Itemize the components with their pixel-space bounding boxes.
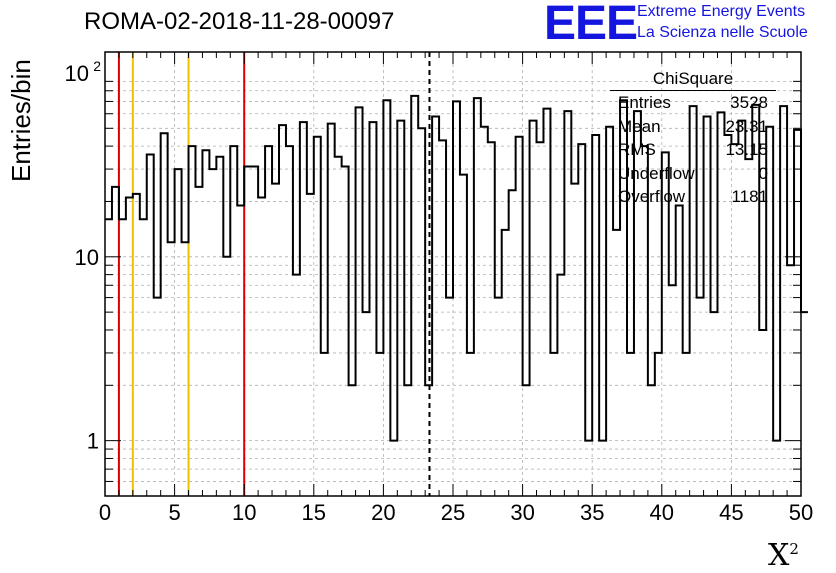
histogram-outline [105, 94, 808, 442]
y-tick-label: 1 [87, 429, 99, 454]
stats-row: Entries 3528 [610, 91, 776, 115]
stats-row: RMS 13.15 [610, 138, 776, 162]
x-tick-label: 35 [580, 500, 604, 525]
y-axis-label: Entries/bin [6, 59, 36, 182]
stats-row: Overflow 1181 [610, 185, 776, 209]
x-tick-label: 20 [371, 500, 395, 525]
x-tick-label: 10 [232, 500, 256, 525]
stats-box: ChiSquare Entries 3528 Mean 23.31 RMS 13.15… [610, 68, 776, 209]
y-tick-label: 10 [75, 245, 99, 270]
x-tick-label: 45 [719, 500, 743, 525]
x-tick-label: 50 [789, 500, 813, 525]
stats-label: Underflow [618, 163, 695, 183]
x-tick-label: 15 [302, 500, 326, 525]
eee-tagline-1: Extreme Energy Events [637, 3, 806, 20]
x-axis-label: X2 [768, 538, 799, 573]
x-tick-label: 5 [168, 500, 180, 525]
x-tick-label: 30 [510, 500, 534, 525]
x-tick-label: 25 [441, 500, 465, 525]
x-tick-label: 0 [99, 500, 111, 525]
stats-value: 23.31 [725, 116, 768, 136]
stats-row: Underflow 0 [610, 162, 776, 186]
stats-title: ChiSquare [610, 68, 776, 91]
stats-row: Mean 23.31 [610, 115, 776, 139]
stats-value: 1181 [731, 187, 768, 206]
stats-value: 13.15 [725, 140, 768, 159]
eee-logo: EEE [544, 0, 638, 50]
stats-label: Entries [618, 93, 671, 112]
run-title: ROMA-02-2018-11-28-00097 [84, 8, 395, 35]
stats-value: 0 [758, 163, 768, 183]
stats-label: Overflow [618, 187, 686, 206]
y-tick-label: 10 [65, 61, 89, 86]
x-tick-label: 40 [650, 500, 674, 525]
stats-label: Mean [618, 116, 661, 136]
x-axis-label-exponent: 2 [789, 540, 799, 558]
y-tick-label-exponent: 2 [93, 58, 101, 74]
x-axis-label-base: X [768, 538, 790, 573]
eee-tagline-2: La Scienza nelle Scuole [637, 24, 808, 41]
stats-label: RMS [618, 140, 656, 159]
stats-value: 3528 [730, 93, 768, 112]
